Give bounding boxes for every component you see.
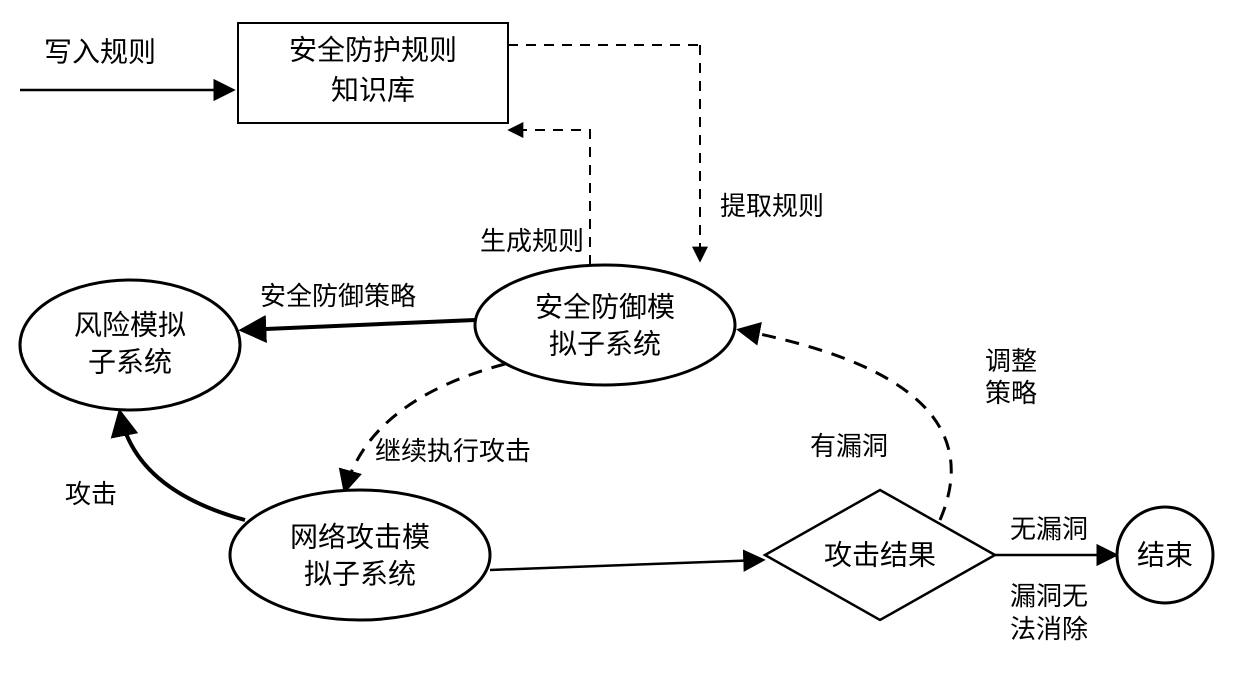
risk-label-2: 子系统	[88, 346, 172, 378]
label-defense-strategy: 安全防御策略	[260, 282, 416, 311]
node-attack-subsystem	[230, 490, 490, 620]
edge-defense-to-attack	[345, 364, 505, 490]
flowchart-canvas: 写入规则 安全防护规则 知识库 生成规则 提取规则 风险模拟 子系统 安全防御模…	[0, 0, 1240, 677]
edge-result-to-defense	[740, 330, 951, 520]
label-cannot-2: 法消除	[1010, 615, 1088, 644]
result-label: 攻击结果	[824, 539, 936, 571]
end-label: 结束	[1137, 539, 1193, 571]
label-attack: 攻击	[65, 480, 117, 509]
edge-defense-to-risk	[243, 320, 475, 330]
risk-label-1: 风险模拟	[74, 309, 186, 341]
label-extract-rules: 提取规则	[720, 192, 824, 221]
write-rules-label: 写入规则	[44, 36, 156, 68]
label-cannot-1: 漏洞无	[1010, 582, 1088, 611]
node-risk-subsystem	[20, 280, 240, 410]
label-continue-attack: 继续执行攻击	[375, 437, 531, 466]
label-adjust-2: 策略	[985, 379, 1037, 408]
attack-label-2: 拟子系统	[304, 558, 416, 590]
label-has-vuln: 有漏洞	[810, 432, 888, 461]
label-adjust-1: 调整	[985, 347, 1037, 376]
label-generate-rules: 生成规则	[480, 227, 584, 256]
defense-label-2: 拟子系统	[549, 328, 661, 360]
kb-label-1: 安全防护规则	[289, 34, 457, 66]
attack-label-1: 网络攻击模	[290, 521, 430, 553]
label-no-vuln: 无漏洞	[1010, 515, 1088, 544]
defense-label-1: 安全防御模	[535, 291, 675, 323]
node-defense-subsystem	[475, 265, 735, 385]
kb-label-2: 知识库	[331, 74, 415, 106]
edge-attack-to-risk	[120, 413, 245, 520]
edge-attack-to-result	[490, 560, 762, 570]
